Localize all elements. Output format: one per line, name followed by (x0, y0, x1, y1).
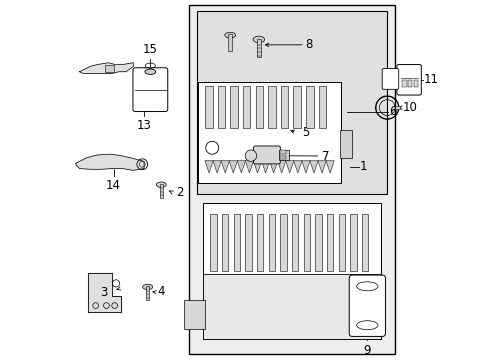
Bar (203, 203, 380, 339)
Polygon shape (76, 154, 144, 170)
Polygon shape (213, 161, 221, 173)
Ellipse shape (144, 69, 155, 75)
Text: 14: 14 (106, 179, 121, 192)
Ellipse shape (156, 182, 166, 188)
Bar (257, 213, 263, 271)
Ellipse shape (224, 32, 235, 38)
Polygon shape (80, 63, 133, 73)
Bar (230, 86, 237, 128)
Text: 9: 9 (363, 343, 370, 356)
Polygon shape (325, 161, 333, 173)
Text: 6: 6 (388, 105, 395, 118)
Polygon shape (301, 161, 309, 173)
Bar (233, 213, 240, 271)
Bar (145, 286, 149, 300)
Bar (159, 184, 163, 198)
Bar (280, 213, 286, 271)
Bar (407, 80, 411, 86)
Polygon shape (245, 161, 253, 173)
Bar (183, 300, 204, 329)
Bar (243, 86, 250, 128)
Polygon shape (317, 161, 325, 173)
Bar (278, 150, 289, 160)
Bar (245, 213, 251, 271)
Polygon shape (253, 161, 261, 173)
Bar (291, 213, 298, 271)
Bar (268, 213, 275, 271)
FancyBboxPatch shape (396, 64, 421, 95)
FancyBboxPatch shape (133, 68, 167, 112)
Bar (303, 213, 309, 271)
Text: 3: 3 (100, 286, 107, 299)
Bar (394, 106, 399, 109)
Bar (305, 86, 313, 128)
Polygon shape (309, 161, 317, 173)
Bar (349, 213, 356, 271)
Ellipse shape (142, 284, 152, 289)
FancyBboxPatch shape (348, 275, 385, 336)
Polygon shape (277, 161, 285, 173)
Bar (338, 213, 345, 271)
Bar (104, 65, 113, 72)
Polygon shape (88, 273, 121, 312)
Polygon shape (293, 161, 301, 173)
Text: 13: 13 (137, 120, 151, 132)
Text: 5: 5 (301, 126, 308, 139)
Bar (280, 86, 288, 128)
Bar (318, 86, 325, 128)
Bar (280, 156, 285, 159)
Text: 15: 15 (142, 43, 158, 56)
Text: 10: 10 (402, 101, 417, 114)
Polygon shape (261, 161, 269, 173)
FancyBboxPatch shape (382, 68, 398, 89)
Bar (228, 35, 231, 51)
Bar (217, 86, 225, 128)
Text: 4: 4 (158, 285, 165, 298)
Bar (198, 82, 341, 183)
Polygon shape (269, 161, 277, 173)
Bar (203, 274, 380, 339)
Bar (339, 130, 351, 158)
Polygon shape (204, 161, 213, 173)
Bar (315, 213, 321, 271)
Bar (293, 86, 301, 128)
Bar (197, 11, 386, 194)
Circle shape (244, 150, 256, 161)
Ellipse shape (253, 36, 264, 43)
Bar (267, 86, 275, 128)
FancyBboxPatch shape (253, 146, 280, 164)
Bar (222, 213, 228, 271)
Bar (413, 80, 417, 86)
Bar (204, 86, 212, 128)
Text: 2: 2 (176, 186, 183, 199)
Polygon shape (237, 161, 245, 173)
Polygon shape (229, 161, 237, 173)
Bar (326, 213, 333, 271)
Bar (188, 5, 394, 354)
Text: 11: 11 (423, 73, 438, 86)
Bar (361, 213, 367, 271)
Text: 12: 12 (401, 72, 416, 85)
Text: 7: 7 (321, 149, 328, 162)
Text: 1: 1 (359, 160, 366, 173)
Polygon shape (285, 161, 293, 173)
Bar (280, 150, 285, 154)
Bar (255, 86, 263, 128)
Bar (210, 213, 216, 271)
Polygon shape (221, 161, 229, 173)
Bar (256, 39, 261, 57)
Bar (402, 80, 406, 86)
Text: 8: 8 (305, 38, 312, 51)
